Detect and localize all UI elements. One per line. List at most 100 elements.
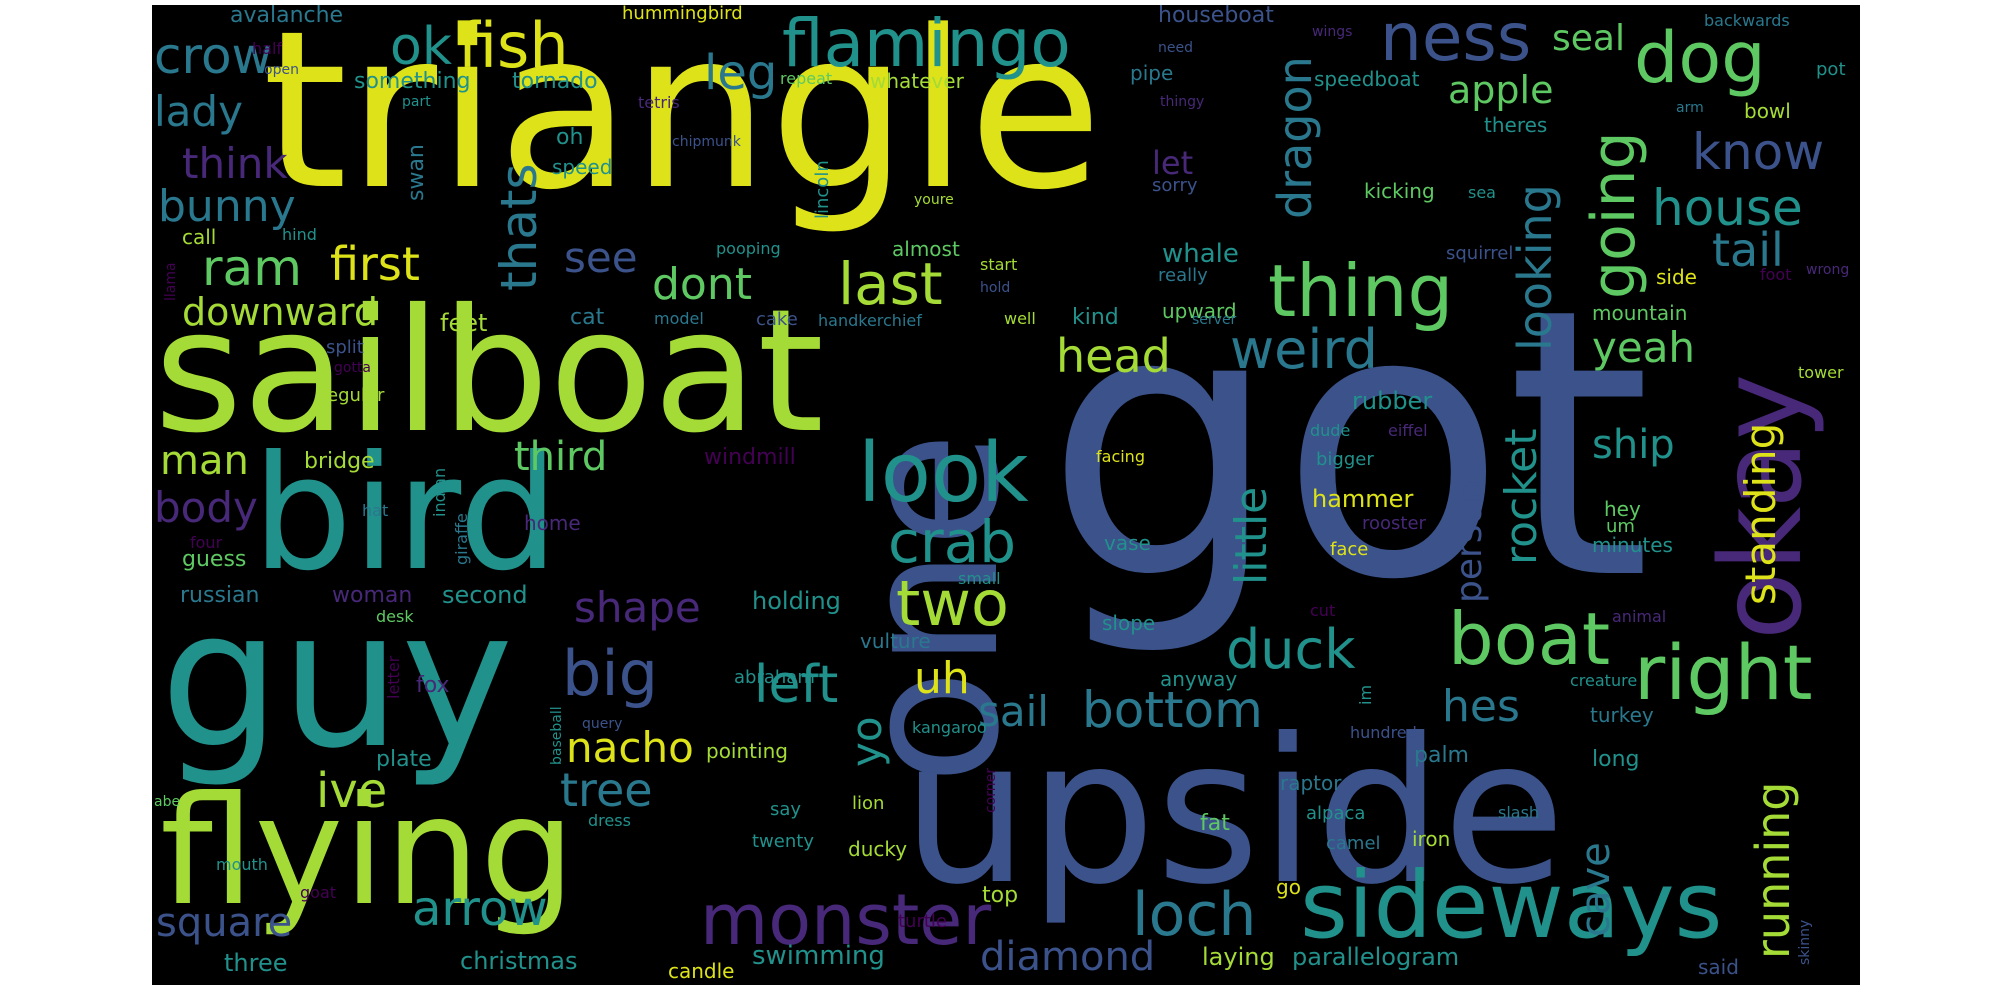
word-giraffe: giraffe	[452, 513, 471, 565]
word-fox: fox	[416, 673, 450, 698]
word-hes: hes	[1442, 681, 1520, 732]
word-ive: ive	[316, 763, 388, 819]
word-small: small	[958, 569, 1001, 588]
word-holding: holding	[752, 587, 841, 615]
word-corner: corner	[983, 767, 999, 813]
word-crab: crab	[888, 508, 1017, 576]
word-know: know	[1692, 123, 1825, 181]
word-sideways: sideways	[1300, 852, 1723, 959]
word-rubber: rubber	[1352, 387, 1433, 415]
word-head: head	[1056, 329, 1171, 383]
word-almost: almost	[892, 237, 960, 261]
word-model: model	[654, 309, 704, 328]
word-little: little	[1226, 486, 1277, 585]
word-flying: flying	[160, 765, 576, 939]
word-tetris: tetris	[638, 93, 680, 112]
word-ducky: ducky	[848, 837, 908, 861]
word-crow: crow	[154, 27, 273, 85]
word-handkerchief: handkerchief	[818, 311, 922, 330]
word-kicking: kicking	[1364, 179, 1435, 203]
word-tower: tower	[1798, 363, 1844, 382]
word-turkey: turkey	[1590, 703, 1654, 727]
word-sail: sail	[978, 687, 1049, 736]
word-woman: woman	[332, 583, 413, 608]
word-letter: letter	[384, 655, 403, 699]
word-upside: upside	[902, 696, 1566, 929]
word-two: two	[896, 567, 1009, 640]
word-dress: dress	[588, 811, 631, 830]
word-ship: ship	[1592, 422, 1675, 468]
word-duck: duck	[1226, 618, 1356, 681]
word-monster: monster	[700, 879, 992, 961]
word-guy: guy	[160, 569, 514, 790]
word-hundred: hundred	[1350, 723, 1417, 742]
word-pointing: pointing	[706, 739, 788, 763]
word-let: let	[1152, 144, 1194, 182]
word-tail: tail	[1712, 223, 1784, 277]
word-call: call	[182, 225, 217, 249]
word-tree: tree	[560, 763, 653, 817]
word-upward: upward	[1162, 299, 1237, 323]
word-hammer: hammer	[1312, 485, 1414, 513]
word-man: man	[160, 438, 249, 484]
word-flamingo: flamingo	[782, 5, 1071, 82]
word-kangaroo: kangaroo	[912, 718, 987, 737]
word-ok: ok	[390, 17, 452, 77]
word-yeah: yeah	[1592, 323, 1696, 372]
word-wings: wings	[1312, 24, 1353, 40]
word-really: really	[1158, 265, 1208, 286]
word-home: home	[524, 511, 581, 535]
word-body: body	[154, 483, 258, 532]
word-square: square	[156, 900, 293, 946]
word-dude: dude	[1310, 421, 1351, 440]
word-abraham: abraham	[734, 667, 815, 688]
word-bigger: bigger	[1316, 449, 1374, 470]
word-ness: ness	[1380, 5, 1532, 76]
word-slope: slope	[1102, 611, 1156, 635]
word-lion: lion	[852, 793, 885, 814]
word-part: part	[402, 94, 431, 110]
word-vase: vase	[1104, 531, 1151, 555]
word-start: start	[980, 255, 1018, 274]
word-animal: animal	[1612, 607, 1667, 626]
word-long: long	[1592, 747, 1640, 772]
word-standing: standing	[1736, 422, 1785, 605]
word-rocket: rocket	[1496, 428, 1547, 565]
word-said: said	[1698, 955, 1739, 979]
word-face: face	[1330, 539, 1369, 560]
word-repeat: repeat	[780, 69, 833, 88]
word-hat: hat	[362, 501, 389, 520]
word-cave: cave	[1573, 842, 1619, 937]
word-last: last	[838, 250, 943, 318]
word-need: need	[1158, 40, 1193, 56]
word-go: go	[1276, 875, 1301, 899]
word-downward: downward	[182, 290, 378, 334]
word-speedboat: speedboat	[1314, 67, 1420, 91]
word-shape: shape	[574, 583, 701, 632]
word-cake: cake	[756, 309, 798, 330]
word-leg: leg	[704, 45, 778, 101]
word-minutes: minutes	[1592, 533, 1673, 557]
word-parallelogram: parallelogram	[1292, 943, 1460, 971]
word-dragon: dragon	[1268, 56, 1322, 219]
word-thing: thing	[1268, 249, 1454, 333]
word-side: side	[1656, 265, 1697, 289]
word-thingy: thingy	[1160, 94, 1205, 110]
word-third: third	[514, 434, 608, 480]
word-left: left	[754, 655, 839, 715]
word-something: something	[354, 69, 471, 94]
word-cat: cat	[570, 305, 605, 330]
word-candle: candle	[668, 959, 735, 983]
word-top: top	[982, 883, 1019, 908]
word-lady: lady	[154, 87, 243, 136]
word-second: second	[442, 581, 528, 609]
word-server: server	[1192, 312, 1237, 328]
word-looking: looking	[1508, 184, 1562, 351]
word-plate: plate	[376, 747, 432, 772]
word-fat: fat	[1200, 811, 1230, 836]
word-say: say	[770, 799, 802, 820]
word-half: half	[252, 39, 283, 58]
word-weird: weird	[1230, 318, 1378, 381]
word-cloud: triangle got sailboat bird guy one upsid…	[152, 5, 1860, 985]
word-pipe: pipe	[1130, 61, 1174, 85]
